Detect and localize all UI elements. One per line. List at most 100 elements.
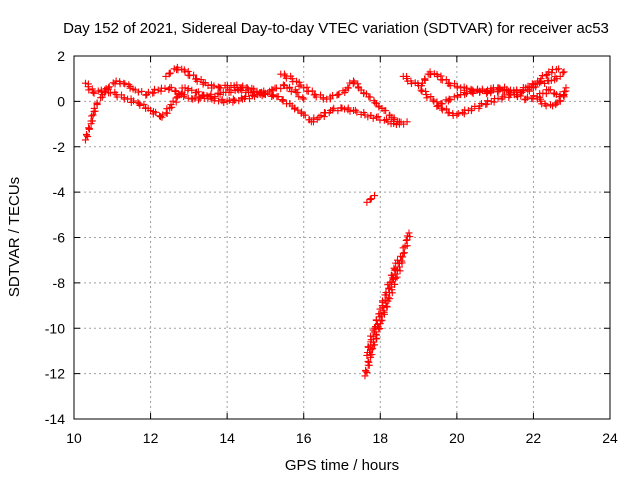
data-point-fill bbox=[218, 95, 226, 103]
y-tick-label: -12 bbox=[45, 366, 65, 382]
data-point-fill bbox=[344, 104, 352, 112]
x-tick-label: 20 bbox=[449, 430, 465, 446]
data-point bbox=[445, 79, 453, 87]
data-point bbox=[143, 91, 151, 99]
data-point bbox=[365, 358, 373, 366]
data-point-fill bbox=[442, 76, 450, 84]
data-point bbox=[376, 320, 384, 328]
data-point bbox=[380, 106, 388, 114]
data-point-fill bbox=[375, 310, 383, 318]
data-point bbox=[193, 88, 201, 96]
data-point bbox=[552, 91, 560, 99]
data-point-fill bbox=[239, 82, 247, 90]
data-point bbox=[288, 75, 296, 83]
data-point-fill bbox=[264, 89, 272, 97]
data-point bbox=[367, 338, 375, 346]
data-point-fill bbox=[383, 302, 391, 310]
data-point-fill bbox=[387, 278, 395, 286]
data-point bbox=[399, 72, 407, 80]
data-point-fill bbox=[188, 86, 196, 94]
data-point bbox=[405, 229, 413, 237]
data-point bbox=[227, 81, 235, 89]
data-point bbox=[273, 93, 281, 101]
y-tick-label: -4 bbox=[53, 184, 66, 200]
data-point bbox=[242, 84, 250, 92]
data-point-fill bbox=[462, 89, 470, 97]
data-point bbox=[426, 68, 434, 76]
series-track-3 bbox=[162, 63, 411, 129]
data-point-fill bbox=[269, 92, 277, 100]
data-point bbox=[552, 66, 560, 74]
data-point-fill bbox=[161, 84, 169, 92]
data-point-fill bbox=[245, 95, 253, 103]
data-point-fill bbox=[503, 85, 511, 93]
data-point-fill bbox=[85, 124, 93, 132]
data-point-fill bbox=[285, 84, 293, 92]
x-tick-label: 24 bbox=[602, 430, 618, 446]
data-point bbox=[422, 91, 430, 99]
data-point bbox=[238, 95, 246, 103]
data-point-fill bbox=[295, 93, 303, 101]
data-point bbox=[81, 136, 89, 144]
data-point bbox=[541, 100, 549, 108]
data-point bbox=[372, 100, 380, 108]
data-point-fill bbox=[169, 97, 177, 105]
data-point bbox=[363, 351, 371, 359]
x-tick-label: 14 bbox=[219, 430, 235, 446]
series-track-4 bbox=[277, 70, 403, 126]
data-point bbox=[483, 86, 491, 94]
y-tick-label: -10 bbox=[45, 320, 65, 336]
data-point-fill bbox=[382, 288, 390, 296]
data-point bbox=[445, 109, 453, 117]
data-point bbox=[120, 79, 128, 87]
data-point-fill bbox=[429, 96, 437, 104]
data-point bbox=[418, 79, 426, 87]
data-point bbox=[395, 118, 403, 126]
data-point-fill bbox=[279, 81, 287, 89]
data-point-fill bbox=[483, 88, 491, 96]
data-point-fill bbox=[371, 99, 379, 107]
data-point-fill bbox=[261, 90, 269, 98]
data-point-fill bbox=[422, 87, 430, 95]
data-point-fill bbox=[87, 112, 95, 120]
x-axis-label: GPS time / hours bbox=[285, 457, 399, 474]
data-point-fill bbox=[287, 88, 295, 96]
data-point-fill bbox=[125, 81, 133, 89]
data-point-fill bbox=[442, 105, 450, 113]
y-tick-label: -6 bbox=[53, 230, 66, 246]
data-point bbox=[371, 324, 379, 332]
data-point-fill bbox=[253, 87, 261, 95]
data-point-fill bbox=[88, 85, 96, 93]
data-point bbox=[533, 95, 541, 103]
axis-ticks: 10 12 14 16 18 20 22 24 -14 -12 -10 -8 -6 -4 -2 0 2 bbox=[45, 48, 618, 446]
data-point bbox=[162, 72, 170, 80]
data-point-fill bbox=[211, 94, 219, 102]
data-point bbox=[342, 86, 350, 94]
data-point bbox=[135, 100, 143, 108]
data-point-fill bbox=[530, 92, 538, 100]
data-point bbox=[349, 77, 357, 85]
data-point-fill bbox=[484, 97, 492, 105]
data-point-fill bbox=[310, 114, 318, 122]
data-point-fill bbox=[399, 253, 407, 261]
data-point bbox=[112, 91, 120, 99]
data-point-fill bbox=[496, 85, 504, 93]
data-point-fill bbox=[403, 242, 411, 250]
data-point bbox=[560, 68, 568, 76]
data-point bbox=[380, 308, 388, 316]
data-point bbox=[468, 88, 476, 96]
data-point bbox=[434, 72, 442, 80]
y-tick-label: 2 bbox=[57, 48, 65, 64]
data-point bbox=[315, 113, 323, 121]
y-tick-label: -2 bbox=[53, 139, 66, 155]
data-point-fill bbox=[295, 82, 303, 90]
data-point bbox=[361, 111, 369, 119]
data-point-fill bbox=[423, 94, 431, 102]
data-point bbox=[518, 88, 526, 96]
data-point bbox=[384, 118, 392, 126]
chart-title: Day 152 of 2021, Sidereal Day-to-day VTE… bbox=[63, 20, 609, 37]
data-point bbox=[292, 88, 300, 96]
data-point bbox=[181, 68, 189, 76]
data-point bbox=[300, 95, 308, 103]
